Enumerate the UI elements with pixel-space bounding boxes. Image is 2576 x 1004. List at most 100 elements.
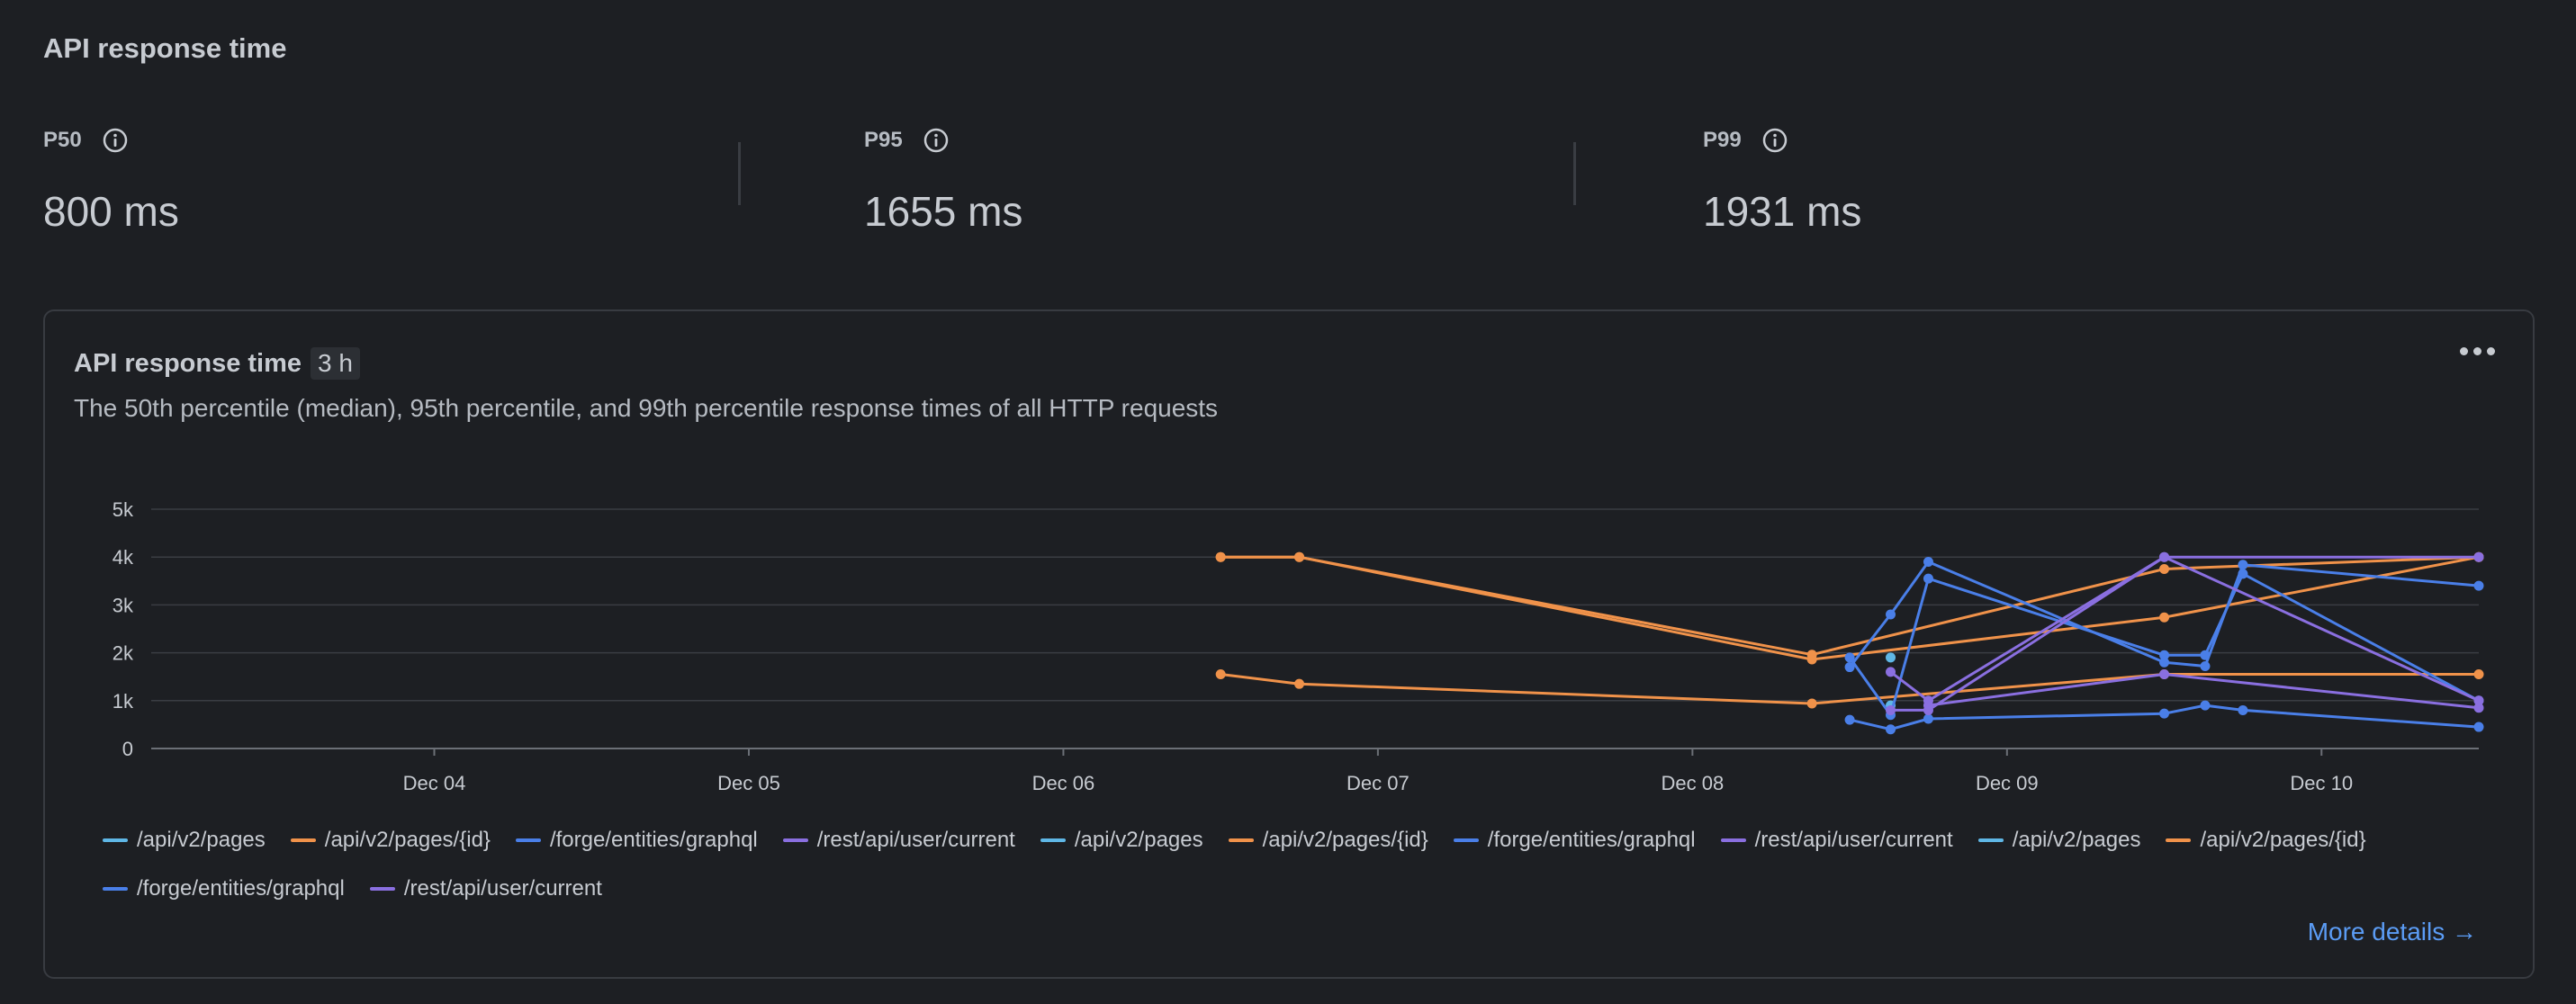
metric-divider [738,142,741,205]
legend-item[interactable]: /api/v2/pages [103,824,266,856]
metric-divider [1573,142,1576,205]
y-tick-label: 0 [122,738,133,760]
legend-label: /api/v2/pages [2012,828,2141,852]
legend-item[interactable]: /rest/api/user/current [1720,824,1953,856]
legend-swatch [515,838,541,842]
data-point [1923,700,1933,711]
legend-item[interactable]: /rest/api/user/current [782,824,1015,856]
series-line [1889,555,2480,703]
legend-swatch [1453,838,1479,842]
response-time-chart: 0 1k 2k 3k 4k 5k Dec 04 Dec 05 Dec 06 Dec 07 Dec 0… [113,498,2484,794]
data-point [2473,580,2484,591]
y-tick-label: 2k [113,642,134,665]
legend-swatch [103,887,128,891]
x-tick-label: Dec 07 [1347,772,1410,794]
data-point [2159,669,2170,680]
x-tick-label: Dec 04 [403,772,466,794]
legend-item[interactable]: /api/v2/pages/{id} [290,824,491,856]
data-point [2473,703,2484,713]
x-tick-label: Dec 05 [717,772,780,794]
legend-swatch [1977,838,2004,842]
metric-label: P95 [864,128,903,152]
data-point [1886,609,1896,620]
time-range-badge: 3 h [311,347,360,380]
data-point [2159,657,2170,668]
legend-label: /forge/entities/graphql [1487,828,1696,852]
legend-swatch [782,838,808,842]
metric-label: P50 [43,128,82,152]
metric-p99: P99 1931 ms [1703,124,1861,235]
series-line [1220,555,2480,657]
legend-item[interactable]: /forge/entities/graphql [103,873,345,905]
data-point [2473,695,2484,706]
data-point [1844,662,1855,673]
more-horizontal-icon[interactable] [2460,347,2495,355]
y-tick-label: 3k [113,594,134,616]
legend-label: /forge/entities/graphql [137,876,345,901]
data-point [1215,669,1226,680]
data-point [2159,650,2170,660]
data-point [2238,704,2248,715]
series-line [1220,555,2480,661]
data-point [1294,678,1305,689]
y-tick-label: 1k [113,690,134,713]
data-point [2473,722,2484,732]
card-description: The 50th percentile (median), 95th perce… [74,394,1219,422]
data-point [1215,551,1226,562]
data-point [2238,560,2248,570]
legend-swatch [369,887,395,891]
data-point [1886,652,1896,663]
x-tick-label: Dec 09 [1976,772,2039,794]
x-tick-label: Dec 06 [1032,772,1095,794]
legend-label: /api/v2/pages/{id} [324,828,491,852]
info-icon[interactable] [1761,127,1788,154]
data-point [1806,698,1817,709]
data-point [1886,724,1896,735]
more-details-link[interactable]: More details → [2307,918,2477,946]
card-title: API response time [74,348,302,378]
info-icon[interactable] [102,127,129,154]
legend-swatch [1040,838,1066,842]
data-point [1923,713,1933,724]
legend-item[interactable]: /api/v2/pages [1977,824,2141,856]
data-point [2473,551,2484,562]
legend-label: /api/v2/pages/{id} [1262,828,1428,852]
data-point [2200,660,2211,671]
info-icon[interactable] [923,127,950,154]
data-point [2200,700,2211,711]
metric-value: 1931 ms [1703,188,1862,235]
data-point [1923,557,1933,568]
legend-swatch [2166,838,2192,842]
legend-label: /rest/api/user/current [816,828,1015,852]
legend-label: /rest/api/user/current [403,876,602,901]
legend-label: /api/v2/pages/{id} [2200,828,2366,852]
data-point [2159,708,2170,719]
legend-swatch [1720,838,1746,842]
data-point [2473,669,2484,680]
x-tick-label: Dec 08 [1661,772,1724,794]
x-tick-label: Dec 10 [2290,772,2353,794]
data-point [2200,650,2211,660]
data-point [2159,612,2170,623]
y-tick-label: 4k [113,546,134,569]
legend-item[interactable]: /rest/api/user/current [369,873,602,905]
chart-legend: /api/v2/pages/api/v2/pages/{id} /forge/en… [103,824,2425,905]
legend-item[interactable]: /forge/entities/graphql [515,824,758,856]
legend-label: /api/v2/pages [137,828,266,852]
card-header: API response time 3 h [74,347,360,380]
data-point [1806,654,1817,665]
data-point [1294,551,1305,562]
data-point [1844,652,1855,663]
legend-item[interactable]: /forge/entities/graphql [1453,824,1696,856]
legend-item[interactable]: /api/v2/pages/{id} [1228,824,1428,856]
metric-value: 1655 ms [864,188,1023,235]
metric-p95: P95 1655 ms [864,124,1022,235]
y-tick-label: 5k [113,498,134,521]
legend-swatch [1228,838,1254,842]
metric-value: 800 ms [43,188,179,235]
legend-label: /rest/api/user/current [1754,828,1953,852]
legend-item[interactable]: /api/v2/pages/{id} [2166,824,2366,856]
data-point [2238,569,2248,579]
legend-label: /forge/entities/graphql [549,828,758,852]
legend-item[interactable]: /api/v2/pages [1040,824,1203,856]
